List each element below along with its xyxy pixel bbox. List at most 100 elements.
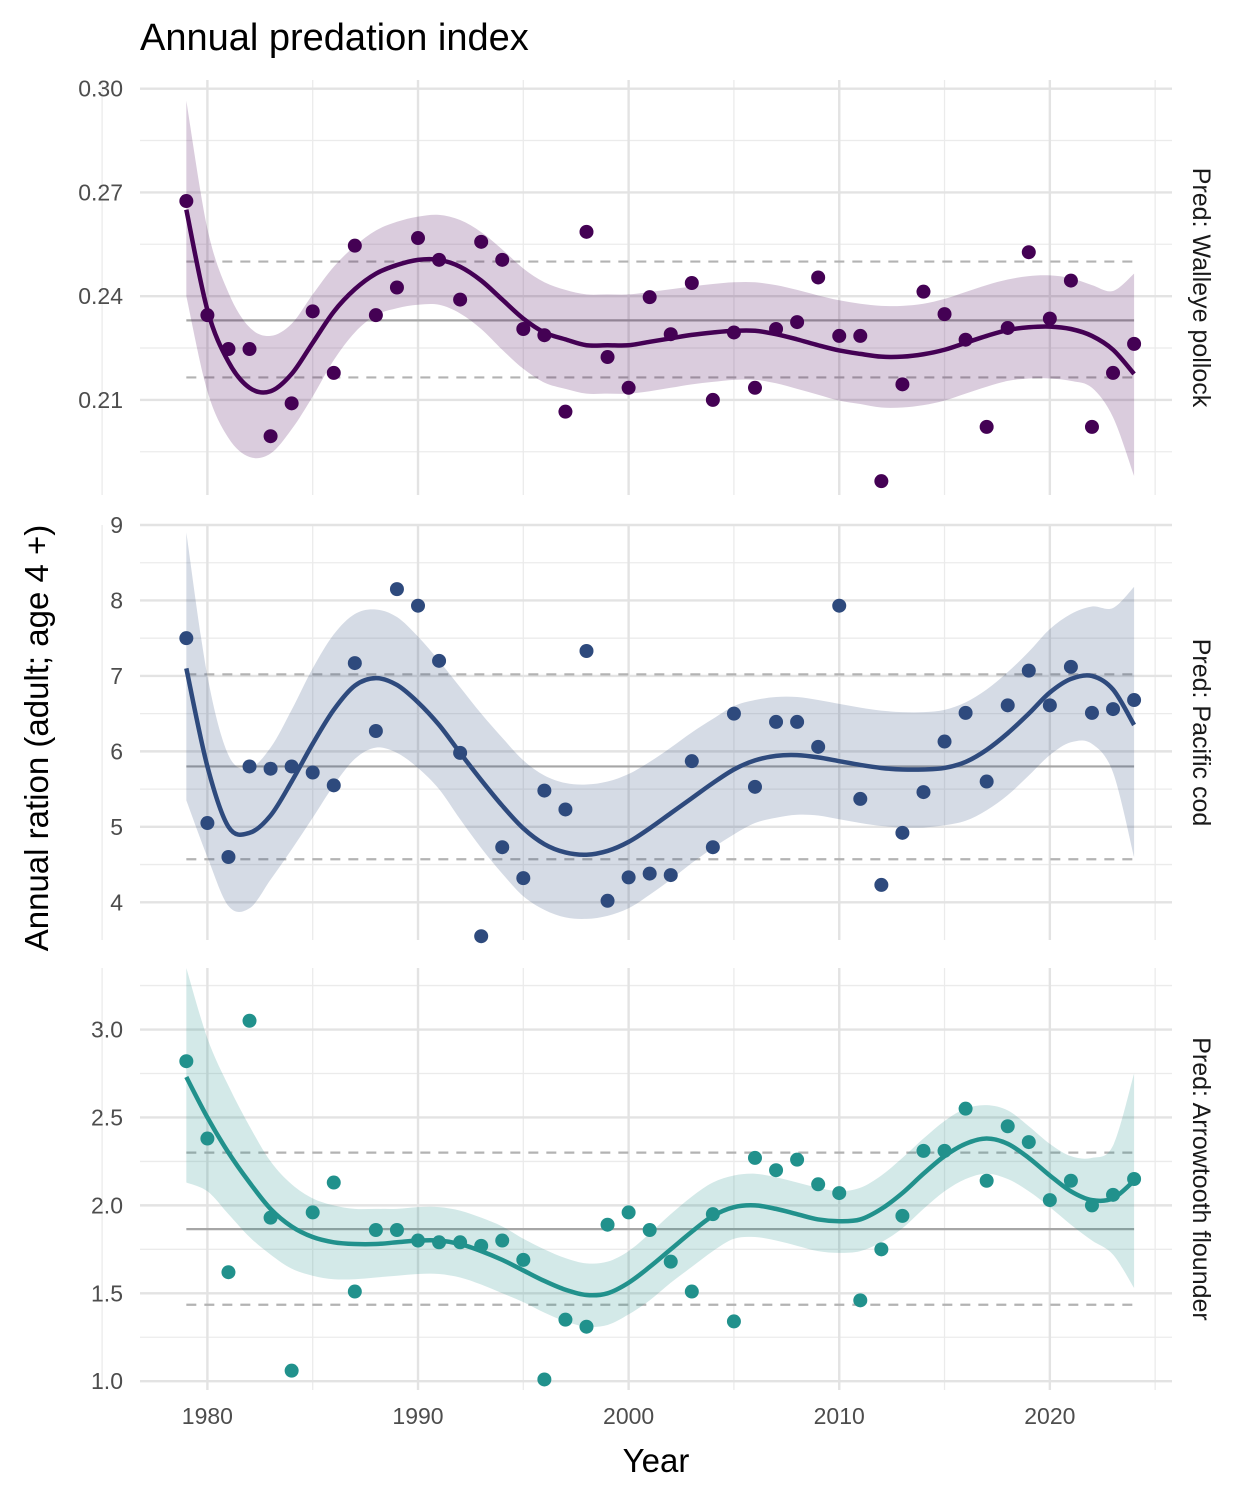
data-point <box>937 1143 952 1158</box>
data-point <box>1106 1187 1121 1202</box>
data-point <box>537 328 552 343</box>
y-tick-label: 1.0 <box>91 1368 123 1394</box>
data-point <box>853 791 868 806</box>
data-point <box>832 328 847 343</box>
data-point <box>874 1242 889 1257</box>
smooth-trend-line <box>184 667 1137 858</box>
data-point <box>1021 663 1036 678</box>
data-point <box>200 1131 215 1146</box>
panel-strip-label: Pred: Pacific cod <box>1187 639 1215 827</box>
data-point <box>790 714 805 729</box>
data-point <box>895 377 910 392</box>
data-point <box>537 1372 552 1387</box>
data-point <box>516 871 531 886</box>
data-point <box>1063 273 1078 288</box>
smooth-trend-line <box>184 1075 1136 1298</box>
data-point <box>368 308 383 323</box>
data-point <box>853 328 868 343</box>
data-point <box>221 1265 236 1280</box>
data-point <box>705 1207 720 1222</box>
data-point <box>368 723 383 738</box>
data-point <box>832 598 847 613</box>
data-point <box>284 396 299 411</box>
data-point <box>790 315 805 330</box>
data-point <box>242 342 257 357</box>
data-point <box>642 866 657 881</box>
data-point <box>979 774 994 789</box>
data-point <box>326 365 341 380</box>
data-point <box>263 429 278 444</box>
data-point <box>368 1222 383 1237</box>
data-point <box>221 850 236 864</box>
data-point <box>769 714 784 729</box>
x-tick-label: 2000 <box>603 1403 654 1429</box>
data-point <box>600 893 615 908</box>
data-point <box>1000 698 1015 713</box>
data-point <box>305 1205 320 1220</box>
data-point <box>811 1177 826 1192</box>
data-point <box>411 231 426 246</box>
y-tick-label: 1.5 <box>91 1280 123 1306</box>
y-tick-label: 2.5 <box>91 1104 123 1130</box>
data-point <box>769 322 784 336</box>
panel-1: 0.21 0.24 0.27 0.30 Pred: Walleye pollock <box>78 76 1215 495</box>
data-point <box>242 1013 257 1028</box>
data-point <box>305 304 320 319</box>
data-point <box>263 1210 278 1225</box>
data-point <box>663 327 678 342</box>
data-point <box>200 308 215 323</box>
data-point <box>284 759 299 774</box>
data-point <box>726 325 741 340</box>
data-point <box>958 1101 973 1116</box>
data-point <box>769 1163 784 1178</box>
data-point <box>537 783 552 798</box>
data-point <box>179 194 194 209</box>
panel-strip-label: Pred: Arrowtooth flounder <box>1187 1037 1215 1321</box>
data-point <box>474 234 489 249</box>
data-point <box>326 1175 341 1190</box>
data-point <box>474 1238 489 1253</box>
data-point <box>1063 659 1078 674</box>
data-point <box>642 1222 657 1237</box>
y-tick-label: 2.0 <box>91 1192 123 1218</box>
data-point <box>747 779 762 794</box>
data-point <box>684 754 699 769</box>
data-point <box>179 1054 194 1069</box>
data-point <box>579 224 594 239</box>
data-point <box>958 705 973 720</box>
data-point <box>389 280 404 295</box>
confidence-band <box>186 532 1135 919</box>
smooth-trend-line <box>184 209 1136 395</box>
data-point <box>832 1186 847 1201</box>
data-point <box>1042 698 1057 713</box>
data-point <box>600 350 615 365</box>
data-point <box>747 380 762 395</box>
data-point <box>432 252 447 267</box>
data-point <box>432 1235 447 1250</box>
data-point <box>1084 419 1099 434</box>
data-point <box>558 1312 573 1327</box>
data-point <box>1042 311 1057 326</box>
data-point <box>1021 245 1036 260</box>
data-point <box>1000 320 1015 335</box>
data-point <box>726 706 741 721</box>
data-point <box>411 598 426 613</box>
y-tick-label: 6 <box>110 738 123 764</box>
x-tick-label: 1990 <box>392 1403 443 1429</box>
data-point <box>621 870 636 885</box>
data-point <box>495 1233 510 1248</box>
data-point <box>726 1314 741 1329</box>
data-point <box>895 825 910 840</box>
x-axis-label: Year <box>623 1442 690 1479</box>
data-point <box>579 1319 594 1334</box>
data-point <box>811 739 826 754</box>
data-point <box>432 653 447 668</box>
data-point <box>916 785 931 800</box>
data-point <box>411 1233 426 1248</box>
confidence-band <box>186 968 1135 1327</box>
data-point <box>347 1284 362 1299</box>
panels-group: 0.21 0.24 0.27 0.30 Pred: Walleye pollock 4 5 6… <box>78 76 1215 1429</box>
data-point <box>958 332 973 347</box>
y-tick-label: 4 <box>110 889 123 915</box>
data-point <box>1127 1172 1142 1186</box>
